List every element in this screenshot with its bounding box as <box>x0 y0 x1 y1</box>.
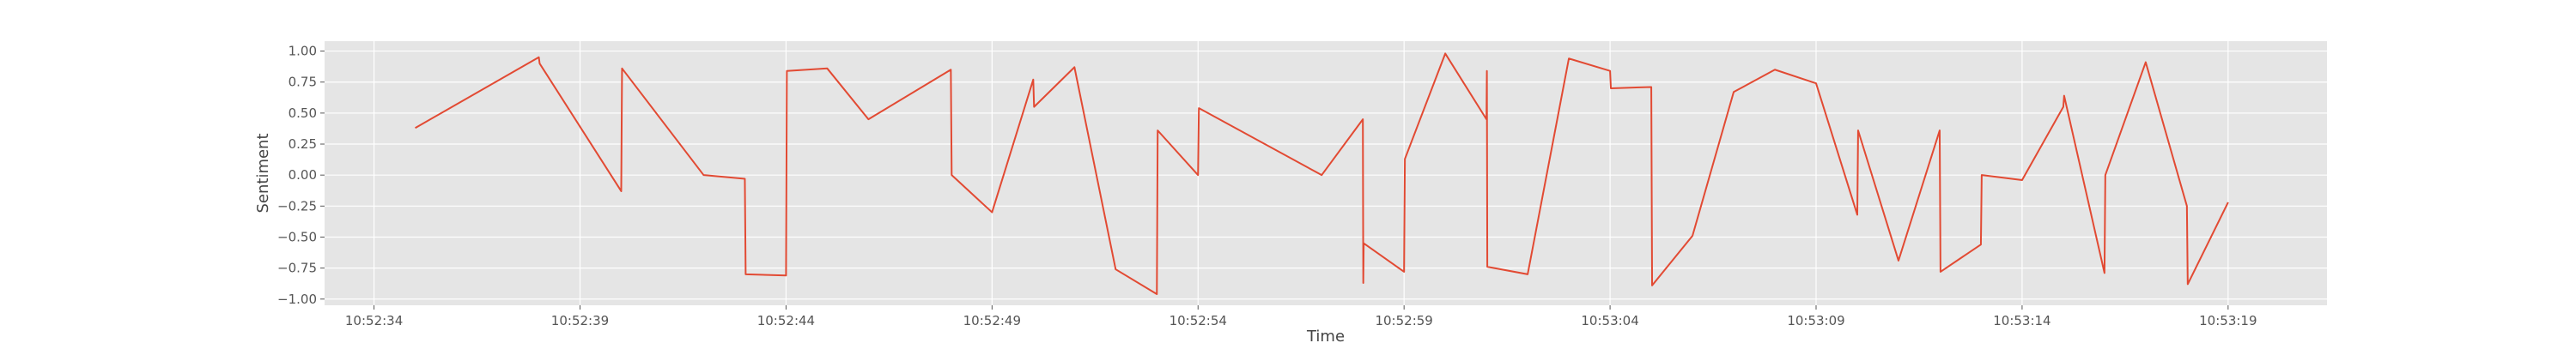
x-tick-label: 10:52:34 <box>345 313 403 328</box>
y-tick-label: −1.00 <box>277 292 317 307</box>
y-tick-label: −0.50 <box>277 229 317 244</box>
y-tick-label: 1.00 <box>289 44 317 59</box>
x-tick-label: 10:52:59 <box>1375 313 1432 328</box>
y-tick-label: 0.00 <box>289 167 317 183</box>
plot-background <box>325 41 2327 305</box>
axis-ticks: 10:52:34 10:52:39 10:52:44 10:52:49 10:52:54… <box>277 44 2257 328</box>
sentiment-series-line <box>415 52 2229 295</box>
x-axis-label: Time <box>1306 328 1345 343</box>
y-tick-label: 0.75 <box>289 75 317 90</box>
x-tick-label: 10:52:54 <box>1170 313 1227 328</box>
y-axis-label: Sentiment <box>254 133 272 213</box>
x-tick-label: 10:52:39 <box>551 313 609 328</box>
y-tick-label: 0.25 <box>289 136 317 152</box>
y-tick-label: −0.25 <box>277 198 317 214</box>
y-tick-label: 0.50 <box>289 105 317 121</box>
x-tick-label: 10:53:09 <box>1787 313 1844 328</box>
x-tick-label: 10:53:04 <box>1581 313 1638 328</box>
x-tick-label: 10:52:44 <box>757 313 815 328</box>
x-tick-label: 10:53:14 <box>1993 313 2050 328</box>
y-tick-label: −0.75 <box>277 261 317 276</box>
x-tick-label: 10:52:49 <box>963 313 1021 328</box>
x-tick-label: 10:53:19 <box>2199 313 2257 328</box>
